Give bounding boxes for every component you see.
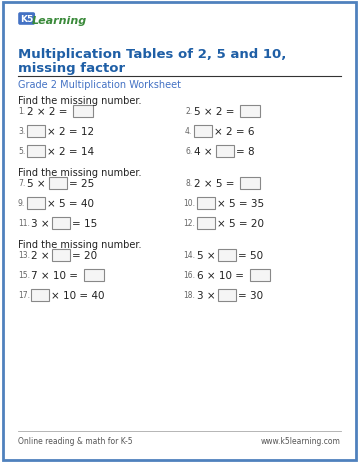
Text: 7.: 7. xyxy=(18,179,25,188)
Text: Online reading & math for K-5: Online reading & math for K-5 xyxy=(18,436,132,445)
Bar xyxy=(216,146,234,158)
Text: 2 ×: 2 × xyxy=(31,250,50,260)
Text: K5: K5 xyxy=(20,15,33,24)
Text: 11.: 11. xyxy=(18,219,30,228)
Bar xyxy=(31,289,49,301)
Text: = 15: = 15 xyxy=(72,219,97,229)
Text: 13.: 13. xyxy=(18,251,30,260)
Text: × 5 = 35: × 5 = 35 xyxy=(217,199,264,208)
Text: 5 ×: 5 × xyxy=(27,179,46,188)
Bar xyxy=(197,198,215,210)
Text: 16.: 16. xyxy=(183,271,195,280)
Text: 6 × 10 =: 6 × 10 = xyxy=(197,270,244,281)
Text: 12.: 12. xyxy=(183,219,195,228)
Text: 5 ×: 5 × xyxy=(197,250,216,260)
Bar xyxy=(240,106,260,118)
Bar xyxy=(250,269,270,282)
Text: Find the missing number.: Find the missing number. xyxy=(18,168,141,178)
Text: 2 × 2 =: 2 × 2 = xyxy=(27,107,67,117)
Bar xyxy=(194,126,212,138)
Text: 5.: 5. xyxy=(18,147,25,156)
Text: 2 × 5 =: 2 × 5 = xyxy=(194,179,234,188)
Text: × 10 = 40: × 10 = 40 xyxy=(51,290,104,300)
Text: × 2 = 12: × 2 = 12 xyxy=(47,127,94,137)
Text: 15.: 15. xyxy=(18,271,30,280)
Text: Multiplication Tables of 2, 5 and 10,: Multiplication Tables of 2, 5 and 10, xyxy=(18,48,286,61)
Bar xyxy=(218,289,236,301)
Text: 10.: 10. xyxy=(183,199,195,208)
Text: Learning: Learning xyxy=(32,16,87,26)
Text: 5 × 2 =: 5 × 2 = xyxy=(194,107,234,117)
Text: = 50: = 50 xyxy=(238,250,263,260)
Text: Grade 2 Multiplication Worksheet: Grade 2 Multiplication Worksheet xyxy=(18,80,181,90)
Text: 14.: 14. xyxy=(183,251,195,260)
Text: × 5 = 40: × 5 = 40 xyxy=(47,199,94,208)
Bar xyxy=(218,250,236,262)
Text: 6.: 6. xyxy=(185,147,192,156)
Text: missing factor: missing factor xyxy=(18,62,125,75)
Text: 18.: 18. xyxy=(183,291,195,300)
Text: www.k5learning.com: www.k5learning.com xyxy=(261,436,341,445)
Text: 4.: 4. xyxy=(185,127,192,136)
Text: = 20: = 20 xyxy=(72,250,97,260)
Text: 3 ×: 3 × xyxy=(31,219,50,229)
Text: 3 ×: 3 × xyxy=(197,290,216,300)
Text: 1.: 1. xyxy=(18,107,25,116)
Text: 8.: 8. xyxy=(185,179,192,188)
Text: 4 ×: 4 × xyxy=(194,147,213,156)
Text: 2.: 2. xyxy=(185,107,192,116)
Text: = 25: = 25 xyxy=(69,179,94,188)
Text: 17.: 17. xyxy=(18,291,30,300)
Bar xyxy=(73,106,93,118)
Bar xyxy=(27,126,45,138)
Bar xyxy=(84,269,104,282)
Text: × 2 = 14: × 2 = 14 xyxy=(47,147,94,156)
Bar xyxy=(52,218,70,230)
Text: = 8: = 8 xyxy=(236,147,255,156)
Bar xyxy=(27,198,45,210)
Bar xyxy=(52,250,70,262)
Text: = 30: = 30 xyxy=(238,290,263,300)
Bar xyxy=(27,146,45,158)
Bar xyxy=(240,178,260,189)
Text: 9.: 9. xyxy=(18,199,25,208)
Bar xyxy=(197,218,215,230)
Text: Find the missing number.: Find the missing number. xyxy=(18,96,141,106)
Text: Find the missing number.: Find the missing number. xyxy=(18,239,141,250)
Bar xyxy=(49,178,67,189)
Text: × 2 = 6: × 2 = 6 xyxy=(214,127,255,137)
Text: 7 × 10 =: 7 × 10 = xyxy=(31,270,78,281)
Text: 3.: 3. xyxy=(18,127,25,136)
Text: × 5 = 20: × 5 = 20 xyxy=(217,219,264,229)
